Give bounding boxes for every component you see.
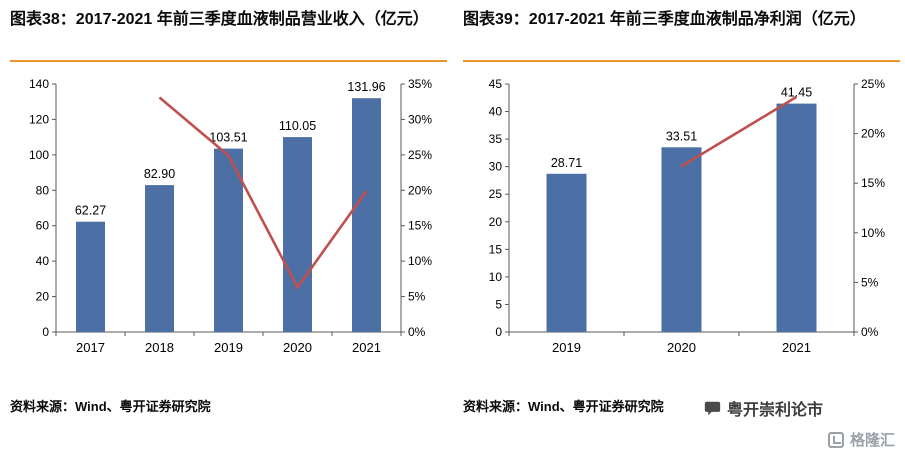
report-page: 图表38：2017-2021 年前三季度血液制品营业收入（亿元） 0 20 40 60…	[10, 8, 900, 415]
category-label: 2021	[782, 340, 811, 355]
bar-value-label: 110.05	[279, 119, 316, 133]
right-axis-tick-label: 15%	[861, 176, 885, 190]
bar	[214, 148, 243, 332]
growth-line	[680, 95, 798, 168]
left-axis-tick-label: 5	[495, 297, 502, 311]
right-axis-tick-label: 35%	[408, 77, 432, 91]
footer-watermarks: 粤开崇利论市 格隆汇	[704, 396, 895, 450]
right-axis-tick-label: 0%	[408, 325, 426, 339]
left-axis-tick-label: 80	[36, 183, 50, 197]
bar	[352, 98, 381, 332]
left-axis-tick-label: 140	[29, 77, 49, 91]
left-axis-tick-label: 45	[489, 77, 503, 91]
bar-value-label: 41.45	[781, 86, 812, 100]
title-divider	[463, 60, 900, 62]
category-label: 2017	[76, 340, 105, 355]
bar-value-label: 33.51	[666, 129, 697, 143]
source-note-revenue: 资料来源：Wind、粤开证券研究院	[10, 399, 211, 414]
profit-chart-svg: 0 5 10 15 20 25 30 35 40 45 0% 5% 10% 15% 20% 25% 2019 20…	[489, 77, 886, 355]
wechat-account-name: 粤开崇利论市	[726, 402, 823, 419]
right-axis-tick-label: 15%	[408, 219, 432, 233]
bar	[776, 103, 817, 332]
left-axis-tick-label: 20	[489, 215, 503, 229]
left-axis-tick-label: 10	[489, 270, 503, 284]
category-label: 2018	[145, 340, 174, 355]
category-label: 2020	[667, 340, 696, 355]
bar-value-label: 62.27	[75, 204, 106, 218]
growth-line	[158, 96, 368, 290]
right-axis-tick-label: 0%	[861, 325, 879, 339]
chart-panel-revenue: 图表38：2017-2021 年前三季度血液制品营业收入（亿元） 0 20 40 60…	[10, 8, 447, 415]
bar	[76, 221, 105, 332]
left-axis-tick-label: 20	[36, 290, 50, 304]
gelonghui-brand-name: 格隆汇	[849, 432, 895, 449]
bar-value-label: 28.71	[551, 156, 582, 170]
right-axis-tick-label: 20%	[861, 127, 885, 141]
chart-title-profit: 图表39：2017-2021 年前三季度血液制品净利润（亿元）	[463, 11, 866, 28]
left-axis-tick-label: 0	[42, 325, 49, 339]
chart-title-revenue: 图表38：2017-2021 年前三季度血液制品营业收入（亿元）	[10, 11, 429, 28]
revenue-bar-chart: 0 20 40 60 80 100 120 140 0% 5% 10% 15% 20% 25% 30% 35%…	[10, 68, 447, 380]
category-label: 2019	[552, 340, 581, 355]
right-axis-tick-label: 25%	[408, 148, 432, 162]
right-axis-tick-label: 30%	[408, 112, 432, 126]
title-divider	[10, 60, 447, 62]
right-axis-tick-label: 10%	[408, 254, 432, 268]
bar-value-label: 82.90	[144, 167, 175, 181]
bar-value-label: 131.96	[347, 80, 385, 94]
revenue-chart-svg: 0 20 40 60 80 100 120 140 0% 5% 10% 15% 20% 25% 30% 35%…	[29, 77, 432, 355]
wechat-chat-icon	[704, 401, 721, 415]
right-axis-tick-label: 10%	[861, 226, 885, 240]
left-axis-tick-label: 40	[36, 254, 50, 268]
bar	[546, 173, 587, 332]
left-axis-tick-label: 25	[489, 187, 503, 201]
left-axis-tick-label: 40	[489, 105, 503, 119]
category-label: 2021	[352, 340, 381, 355]
right-axis-tick-label: 5%	[408, 290, 426, 304]
category-label: 2019	[214, 340, 243, 355]
chart-panel-profit: 图表39：2017-2021 年前三季度血液制品净利润（亿元） 0 5 10 15 20…	[463, 8, 900, 415]
left-axis-tick-label: 60	[36, 219, 50, 233]
left-axis-tick-label: 120	[29, 112, 49, 126]
bar	[283, 137, 312, 332]
bar-value-label: 103.51	[209, 131, 247, 145]
wechat-account: 粤开崇利论市	[704, 396, 823, 420]
left-axis-tick-label: 0	[495, 325, 502, 339]
category-label: 2020	[283, 340, 312, 355]
bar	[661, 147, 702, 332]
left-axis-tick-label: 100	[29, 148, 49, 162]
source-note-profit: 资料来源：Wind、粤开证券研究院	[463, 399, 664, 414]
bar	[145, 185, 174, 332]
gelonghui-logo: 格隆汇	[827, 429, 895, 450]
profit-bar-chart: 0 5 10 15 20 25 30 35 40 45 0% 5% 10% 15% 20% 25% 2019 20…	[463, 68, 900, 380]
left-axis-tick-label: 15	[489, 242, 503, 256]
right-axis-tick-label: 25%	[861, 77, 885, 91]
left-axis-tick-label: 30	[489, 160, 503, 174]
right-axis-tick-label: 5%	[861, 275, 879, 289]
left-axis-tick-label: 35	[489, 132, 503, 146]
gelonghui-logo-icon	[827, 431, 844, 448]
right-axis-tick-label: 20%	[408, 183, 432, 197]
